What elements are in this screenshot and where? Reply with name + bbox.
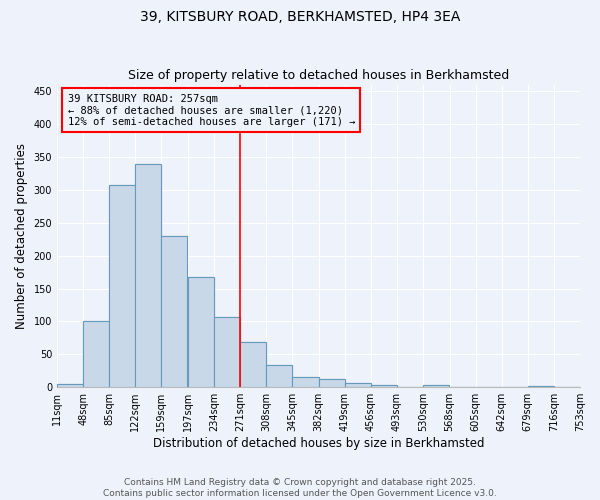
Bar — [292, 378, 319, 387]
Bar — [266, 365, 292, 387]
Bar — [344, 382, 371, 387]
Bar — [188, 278, 214, 387]
Title: Size of property relative to detached houses in Berkhamsted: Size of property relative to detached ho… — [128, 69, 509, 82]
Bar — [214, 317, 240, 387]
Bar — [83, 322, 109, 387]
Bar — [188, 278, 214, 387]
Bar — [528, 386, 554, 387]
Bar — [423, 385, 449, 387]
Bar — [57, 384, 83, 387]
Bar — [344, 382, 371, 387]
Bar — [109, 185, 135, 387]
Bar — [319, 380, 344, 387]
Y-axis label: Number of detached properties: Number of detached properties — [15, 143, 28, 329]
Bar — [135, 164, 161, 387]
X-axis label: Distribution of detached houses by size in Berkhamsted: Distribution of detached houses by size … — [153, 437, 484, 450]
Bar — [240, 342, 266, 387]
Bar — [371, 385, 397, 387]
Bar — [292, 378, 319, 387]
Bar — [214, 317, 240, 387]
Bar — [57, 384, 83, 387]
Bar — [83, 322, 109, 387]
Bar — [423, 385, 449, 387]
Bar — [161, 236, 187, 387]
Bar — [371, 385, 397, 387]
Text: 39 KITSBURY ROAD: 257sqm
← 88% of detached houses are smaller (1,220)
12% of sem: 39 KITSBURY ROAD: 257sqm ← 88% of detach… — [68, 94, 355, 127]
Text: Contains HM Land Registry data © Crown copyright and database right 2025.
Contai: Contains HM Land Registry data © Crown c… — [103, 478, 497, 498]
Bar — [161, 236, 187, 387]
Bar — [240, 342, 266, 387]
Bar — [135, 164, 161, 387]
Bar — [266, 365, 292, 387]
Bar — [528, 386, 554, 387]
Text: 39, KITSBURY ROAD, BERKHAMSTED, HP4 3EA: 39, KITSBURY ROAD, BERKHAMSTED, HP4 3EA — [140, 10, 460, 24]
Bar — [319, 380, 344, 387]
Bar — [109, 185, 135, 387]
